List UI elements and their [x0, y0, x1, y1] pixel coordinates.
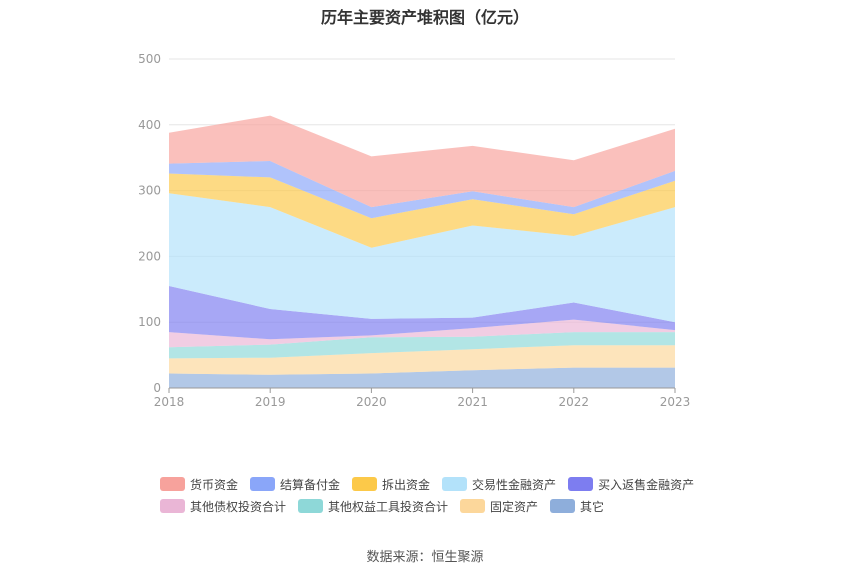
x-tick-label: 2023 [660, 395, 691, 409]
legend-swatch [250, 477, 276, 491]
legend-swatch [160, 499, 185, 513]
legend-item[interactable]: 其他债权投资合计 [160, 498, 286, 515]
area-交易性金融资产 [169, 193, 675, 323]
y-tick-label: 400 [138, 118, 161, 132]
y-tick-label: 100 [138, 315, 161, 329]
y-tick-label: 0 [153, 381, 161, 395]
legend-label: 固定资产 [490, 499, 539, 514]
legend-label: 拆出资金 [382, 477, 431, 492]
area-货币资金 [169, 115, 675, 208]
legend-label: 其他债权投资合计 [190, 499, 287, 514]
area-其它 [169, 367, 675, 388]
chart-title: 历年主要资产堆积图（亿元） [320, 8, 529, 27]
legend-row: 货币资金 结算备付金 拆出资金 交易性金融资产 买入返售金融资产 [160, 473, 720, 495]
legend-label: 货币资金 [190, 477, 239, 492]
legend-item[interactable]: 固定资产 [460, 498, 538, 515]
source-note: 数据来源：恒生聚源 [366, 550, 484, 565]
area-结算备付金 [169, 161, 675, 219]
legend-label: 其它 [580, 499, 605, 514]
legend-item[interactable]: 拆出资金 [352, 476, 430, 493]
area-其他权益工具投资合计 [169, 332, 675, 359]
legend-item[interactable]: 结算备付金 [250, 476, 340, 493]
stacked-area-chart: 0 100 200 300 400 500 2018 2019 2020 2021 2022 2023 [138, 52, 690, 409]
legend-item[interactable]: 交易性金融资产 [442, 476, 556, 493]
legend-swatch [550, 499, 576, 513]
legend: 货币资金 结算备付金 拆出资金 交易性金融资产 买入返售金融资产 其他债权投资合计 其他权… [160, 473, 720, 517]
x-tick-label: 2020 [356, 395, 387, 409]
x-tick-label: 2019 [255, 395, 286, 409]
y-tick-label: 300 [138, 184, 161, 198]
axes: 0 100 200 300 400 500 2018 2019 2020 2021 2022 2023 [138, 52, 690, 409]
legend-swatch [460, 499, 486, 513]
y-tick-label: 200 [138, 249, 161, 263]
legend-item[interactable]: 其它 [550, 498, 604, 515]
area-买入返售金融资产 [169, 286, 675, 340]
legend-swatch [298, 499, 324, 513]
legend-item[interactable]: 货币资金 [160, 476, 238, 493]
area-series [169, 115, 675, 388]
legend-item[interactable]: 买入返售金融资产 [568, 476, 694, 493]
legend-label: 其他权益工具投资合计 [328, 499, 449, 514]
area-其他债权投资合计 [169, 319, 675, 348]
area-固定资产 [169, 345, 675, 375]
x-tick-label: 2021 [457, 395, 488, 409]
legend-swatch [352, 477, 378, 491]
legend-row: 其他债权投资合计 其他权益工具投资合计 固定资产 其它 [160, 495, 720, 517]
x-tick-label: 2018 [154, 395, 185, 409]
y-tick-label: 500 [138, 52, 161, 66]
area-拆出资金 [169, 173, 675, 248]
x-tick-label: 2022 [559, 395, 590, 409]
legend-swatch [442, 477, 468, 491]
legend-swatch [160, 477, 185, 491]
legend-label: 买入返售金融资产 [598, 477, 695, 492]
legend-item[interactable]: 其他权益工具投资合计 [298, 498, 448, 515]
legend-swatch [568, 477, 594, 491]
legend-label: 结算备付金 [280, 477, 341, 492]
legend-label: 交易性金融资产 [472, 477, 557, 492]
